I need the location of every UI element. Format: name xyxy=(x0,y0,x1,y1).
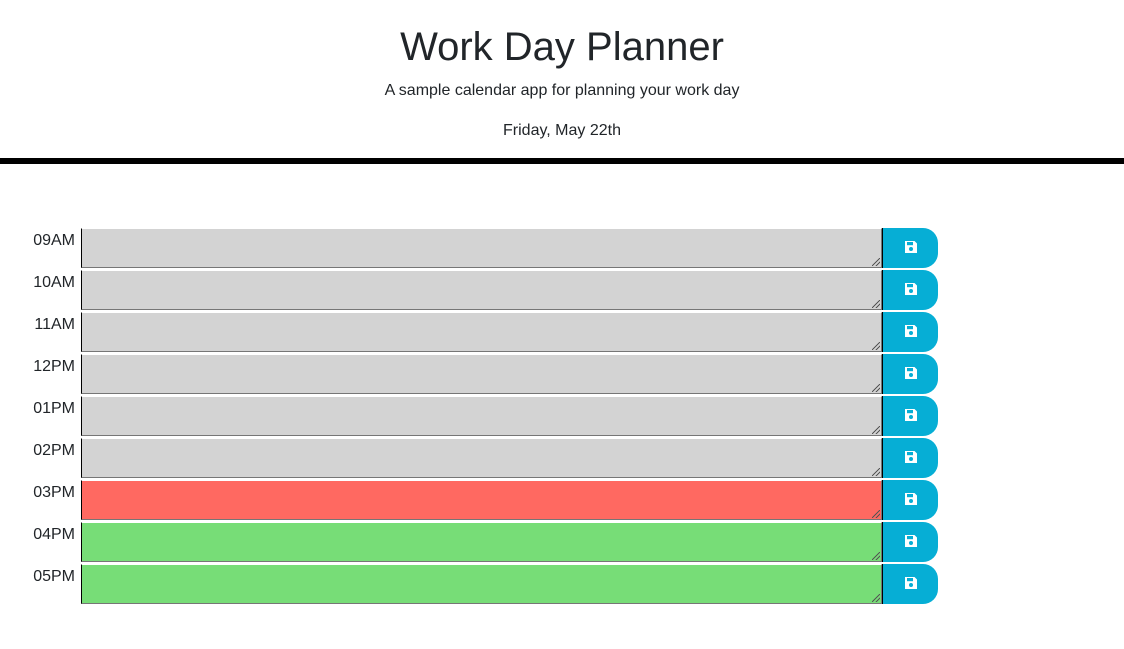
save-icon xyxy=(904,366,918,383)
current-day: Friday, May 22th xyxy=(503,122,621,139)
event-description-input[interactable] xyxy=(81,480,882,520)
save-icon xyxy=(904,282,918,299)
hour-label: 04PM xyxy=(33,526,75,543)
save-button[interactable] xyxy=(882,480,938,520)
page-subtitle: A sample calendar app for planning your … xyxy=(384,82,740,99)
event-description-input[interactable] xyxy=(81,270,882,310)
event-description-input[interactable] xyxy=(81,312,882,352)
hour-label: 02PM xyxy=(33,442,75,459)
save-button[interactable] xyxy=(882,564,938,604)
event-description-input[interactable] xyxy=(81,522,882,562)
page-header: Work Day Planner A sample calendar app f… xyxy=(0,0,1124,164)
save-button[interactable] xyxy=(882,270,938,310)
hour-label: 09AM xyxy=(33,232,75,249)
save-button[interactable] xyxy=(882,354,938,394)
save-button[interactable] xyxy=(882,396,938,436)
page-title: Work Day Planner xyxy=(400,25,724,69)
hour-label: 10AM xyxy=(33,274,75,291)
save-icon xyxy=(904,450,918,467)
save-button[interactable] xyxy=(882,438,938,478)
time-block-row: 09AM xyxy=(0,228,1124,270)
save-button[interactable] xyxy=(882,522,938,562)
time-block-row: 01PM xyxy=(0,396,1124,438)
time-block-row: 04PM xyxy=(0,522,1124,564)
hour-label: 01PM xyxy=(33,400,75,417)
planner-container: 09AM 10AM 11AM 12PM 01PM 02PM 03PM 04PM 05PM xyxy=(0,228,1124,606)
save-icon xyxy=(904,408,918,425)
event-description-input[interactable] xyxy=(81,564,882,604)
event-description-input[interactable] xyxy=(81,438,882,478)
save-icon xyxy=(904,324,918,341)
time-block-row: 11AM xyxy=(0,312,1124,354)
time-block-row: 12PM xyxy=(0,354,1124,396)
hour-label: 11AM xyxy=(34,316,75,333)
save-icon xyxy=(904,576,918,593)
time-block-row: 03PM xyxy=(0,480,1124,522)
event-description-input[interactable] xyxy=(81,396,882,436)
save-icon xyxy=(904,534,918,551)
time-block-row: 10AM xyxy=(0,270,1124,312)
hour-label: 12PM xyxy=(33,358,75,375)
save-icon xyxy=(904,240,918,257)
time-block-row: 02PM xyxy=(0,438,1124,480)
event-description-input[interactable] xyxy=(81,228,882,268)
save-button[interactable] xyxy=(882,312,938,352)
event-description-input[interactable] xyxy=(81,354,882,394)
hour-label: 05PM xyxy=(33,568,75,585)
save-button[interactable] xyxy=(882,228,938,268)
save-icon xyxy=(904,492,918,509)
time-block-row: 05PM xyxy=(0,564,1124,606)
hour-label: 03PM xyxy=(33,484,75,501)
